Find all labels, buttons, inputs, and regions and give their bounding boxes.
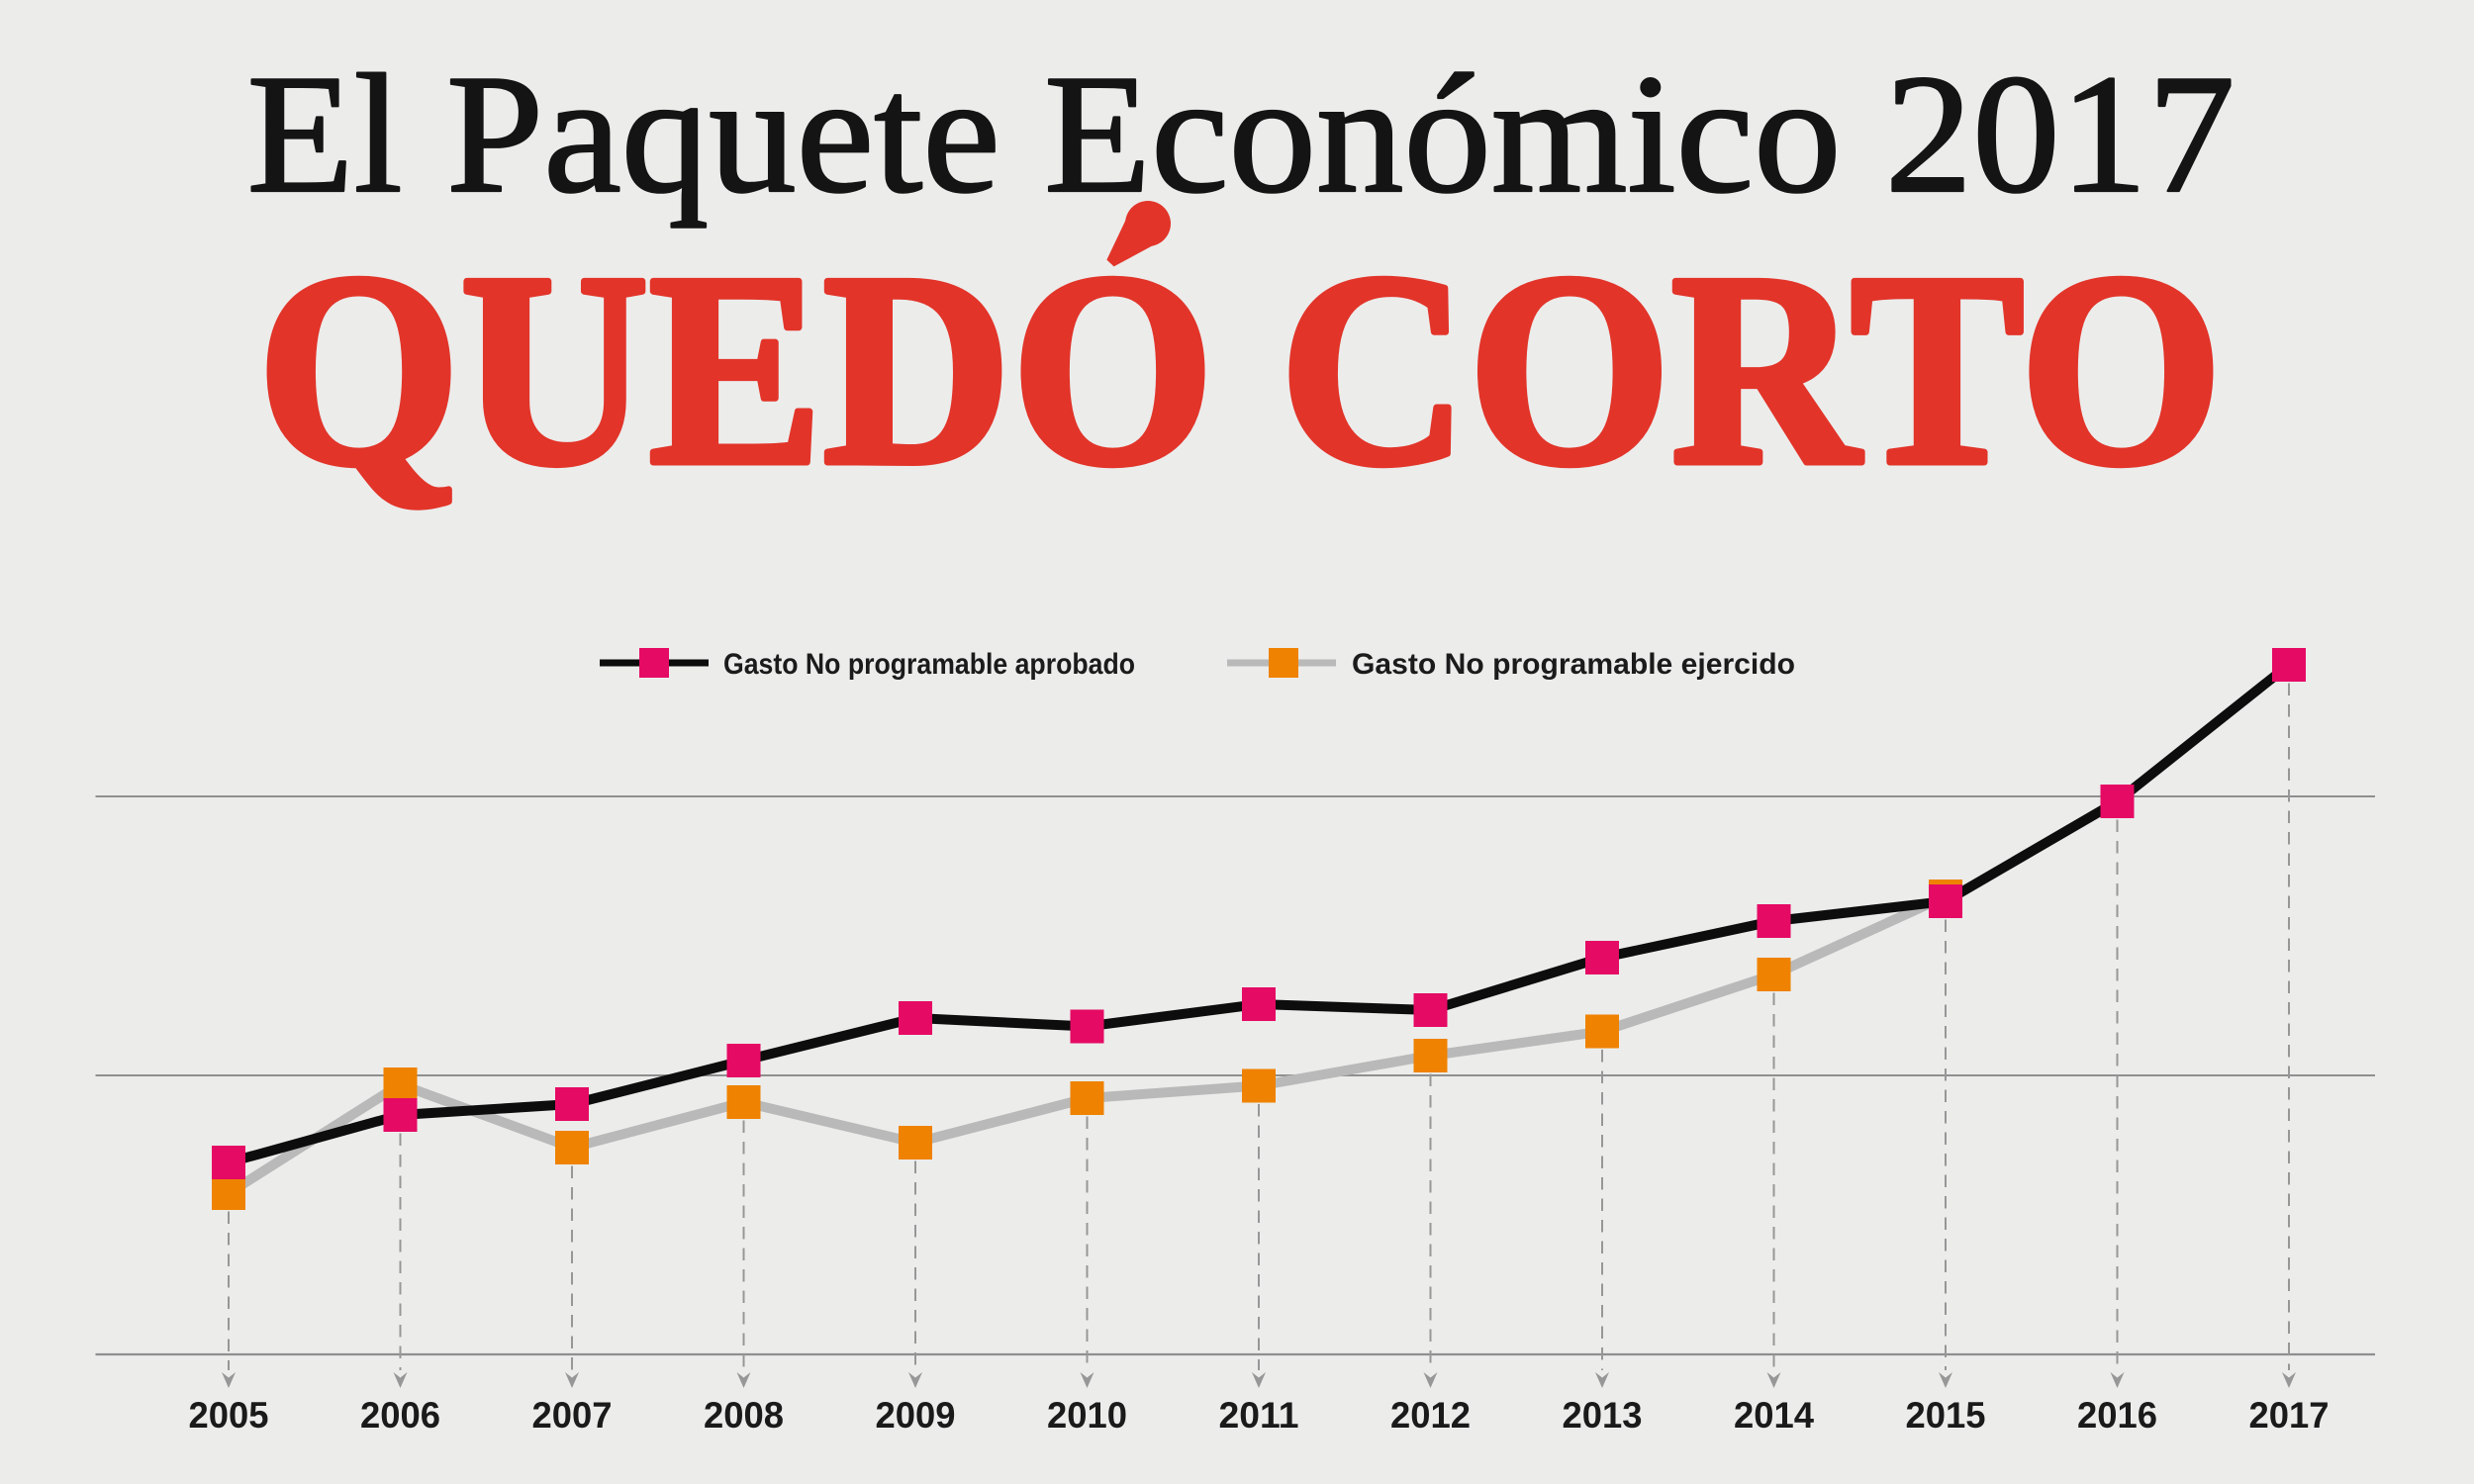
svg-text:2005: 2005	[189, 1395, 269, 1436]
svg-text:2017: 2017	[2249, 1395, 2330, 1436]
svg-text:2007: 2007	[532, 1395, 613, 1436]
svg-text:QUEDO CORTO: QUEDO CORTO	[257, 217, 2223, 522]
svg-text:Gasto No programable aprobado: Gasto No programable aprobado	[723, 648, 1135, 681]
svg-text:2010: 2010	[1047, 1395, 1127, 1436]
svg-text:2014: 2014	[1734, 1395, 1814, 1436]
svg-text:Gasto No programable ejercido: Gasto No programable ejercido	[1352, 648, 1795, 681]
svg-text:2016: 2016	[2077, 1395, 2157, 1436]
svg-text:2009: 2009	[876, 1395, 956, 1436]
svg-text:El Paquete Económico 2017: El Paquete Económico 2017	[247, 41, 2236, 229]
svg-text:2006: 2006	[360, 1395, 440, 1436]
svg-text:2008: 2008	[704, 1395, 784, 1436]
svg-text:2015: 2015	[1906, 1395, 1986, 1436]
svg-text:2011: 2011	[1219, 1395, 1299, 1436]
svg-text:2013: 2013	[1563, 1395, 1643, 1436]
svg-text:2012: 2012	[1390, 1395, 1471, 1436]
